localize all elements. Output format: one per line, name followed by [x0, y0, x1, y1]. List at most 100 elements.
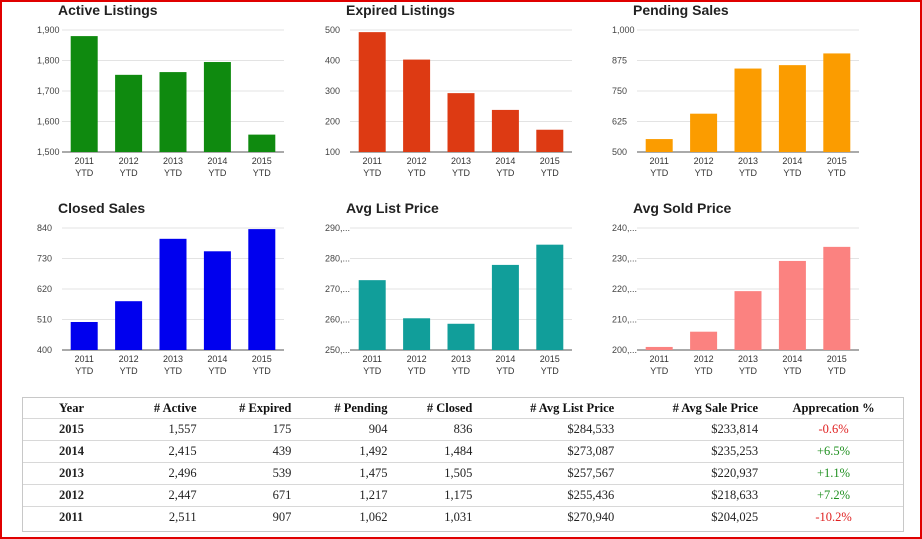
x-tick-label: YTD [253, 168, 272, 178]
x-tick-label: YTD [650, 366, 669, 376]
x-tick-label: 2013 [738, 354, 758, 364]
bar-2011 [70, 36, 98, 152]
chart-expired-listings: Expired Listings 500 400 300 200 100 2011 YTD 20… [316, 2, 596, 187]
cell-year: 2014 [23, 440, 122, 463]
y-tick-label: 1,600 [37, 117, 60, 127]
y-tick-label: 500 [325, 25, 340, 35]
x-tick-label: YTD [75, 168, 94, 178]
bar-2015 [823, 53, 851, 153]
y-tick-label: 400 [325, 56, 340, 66]
cell-pending: 904 [297, 418, 394, 441]
cell-active: 2,447 [121, 484, 203, 507]
cell-active: 1,557 [121, 418, 203, 441]
x-tick-label: 2015 [827, 354, 847, 364]
bar-2011 [358, 280, 386, 350]
bar-2011 [70, 321, 98, 350]
x-tick-label: YTD [739, 168, 758, 178]
x-tick-label: YTD [408, 366, 427, 376]
col-header-avg-list-price: # Avg List Price [478, 398, 621, 419]
chart-closed-sales: Closed Sales 840 730 620 510 400 2011 YTD 2012 YT… [28, 200, 308, 385]
cell-active: 2,511 [121, 506, 203, 528]
x-tick-label: YTD [408, 168, 427, 178]
bar-2012 [403, 59, 431, 152]
x-tick-label: 2015 [252, 354, 272, 364]
x-tick-label: YTD [120, 366, 139, 376]
cell-list: $284,533 [478, 418, 621, 441]
cell-pending: 1,492 [297, 440, 394, 463]
chart-title: Active Listings [58, 2, 158, 18]
chart-svg: 1,000 875 750 625 500 2011 YTD 2012 YTD 2013 YTD 20… [612, 25, 859, 178]
x-tick-label: 2015 [827, 156, 847, 166]
x-tick-label: YTD [650, 168, 669, 178]
bar-2014 [491, 264, 519, 350]
x-tick-label: YTD [783, 168, 802, 178]
cell-pending: 1,217 [297, 484, 394, 507]
cell-pct: +6.5% [764, 440, 903, 463]
bar-2015 [536, 129, 564, 152]
bar-2012 [403, 318, 431, 350]
x-tick-label: 2013 [451, 156, 471, 166]
y-tick-label: 400 [37, 345, 52, 355]
bar-2011 [645, 139, 673, 152]
y-tick-label: 620 [37, 284, 52, 294]
y-tick-label: 230,... [612, 254, 637, 264]
y-tick-label: 200 [325, 117, 340, 127]
x-tick-label: 2015 [252, 156, 272, 166]
bar-2013 [734, 291, 762, 350]
cell-active: 2,496 [121, 462, 203, 485]
bar-2013 [447, 93, 475, 152]
x-tick-label: 2013 [163, 354, 183, 364]
bar-2011 [645, 346, 673, 350]
cell-pending: 1,062 [297, 506, 394, 528]
cell-list: $270,940 [478, 506, 621, 528]
x-tick-label: 2014 [207, 354, 227, 364]
x-tick-label: 2013 [163, 156, 183, 166]
cell-year: 2013 [23, 462, 122, 485]
x-tick-label: 2011 [650, 156, 669, 166]
table-row: 2011 2,511 907 1,062 1,031 $270,940 $204,025 -1… [23, 506, 903, 528]
x-tick-label: 2015 [540, 156, 560, 166]
bar-2015 [248, 134, 276, 152]
x-tick-label: YTD [363, 366, 382, 376]
col-header-closed: # Closed [393, 398, 479, 419]
x-tick-label: YTD [164, 168, 183, 178]
y-tick-label: 280,... [325, 254, 350, 264]
bar-2013 [734, 68, 762, 152]
x-tick-label: 2013 [451, 354, 471, 364]
cell-pct: +1.1% [764, 462, 903, 485]
x-tick-label: YTD [828, 366, 847, 376]
x-tick-label: YTD [208, 168, 227, 178]
y-tick-label: 260,... [325, 315, 350, 325]
stats-table-container: Year # Active # Expired # Pending # Clos… [22, 397, 904, 532]
chart-svg: 840 730 620 510 400 2011 YTD 2012 YTD 2013 YTD 2014… [37, 223, 284, 376]
table-row: 2014 2,415 439 1,492 1,484 $273,087 $235,253 +6… [23, 440, 903, 463]
cell-sale: $204,025 [620, 506, 765, 528]
x-tick-label: 2011 [363, 156, 382, 166]
bar-2012 [115, 74, 143, 152]
cell-year: 2012 [23, 484, 122, 507]
x-tick-label: 2014 [495, 354, 515, 364]
chart-svg: 1,900 1,800 1,700 1,600 1,500 2011 YTD 2012 YTD 2… [37, 25, 284, 178]
x-tick-label: YTD [496, 168, 515, 178]
cell-year: 2011 [23, 506, 122, 528]
chart-avg-list-price: Avg List Price 290,... 280,... 270,... 260,.… [316, 200, 596, 385]
y-tick-label: 200,... [612, 345, 637, 355]
y-tick-label: 730 [37, 254, 52, 264]
chart-title: Pending Sales [633, 2, 729, 18]
bar-2013 [159, 238, 187, 350]
cell-list: $273,087 [478, 440, 621, 463]
y-tick-label: 1,700 [37, 86, 60, 96]
col-header-appreciation: Apprecation % [764, 398, 903, 419]
chart-title: Expired Listings [346, 2, 455, 18]
x-tick-label: 2015 [540, 354, 560, 364]
cell-expired: 671 [202, 484, 298, 507]
bar-2012 [690, 113, 718, 152]
table-header-row: Year # Active # Expired # Pending # Clos… [23, 398, 903, 419]
cell-closed: 1,175 [393, 484, 479, 507]
cell-closed: 836 [393, 418, 479, 441]
bar-2014 [491, 109, 519, 152]
col-header-pending: # Pending [297, 398, 394, 419]
bar-2013 [159, 72, 187, 152]
x-tick-label: YTD [75, 366, 94, 376]
x-tick-label: 2012 [407, 156, 427, 166]
